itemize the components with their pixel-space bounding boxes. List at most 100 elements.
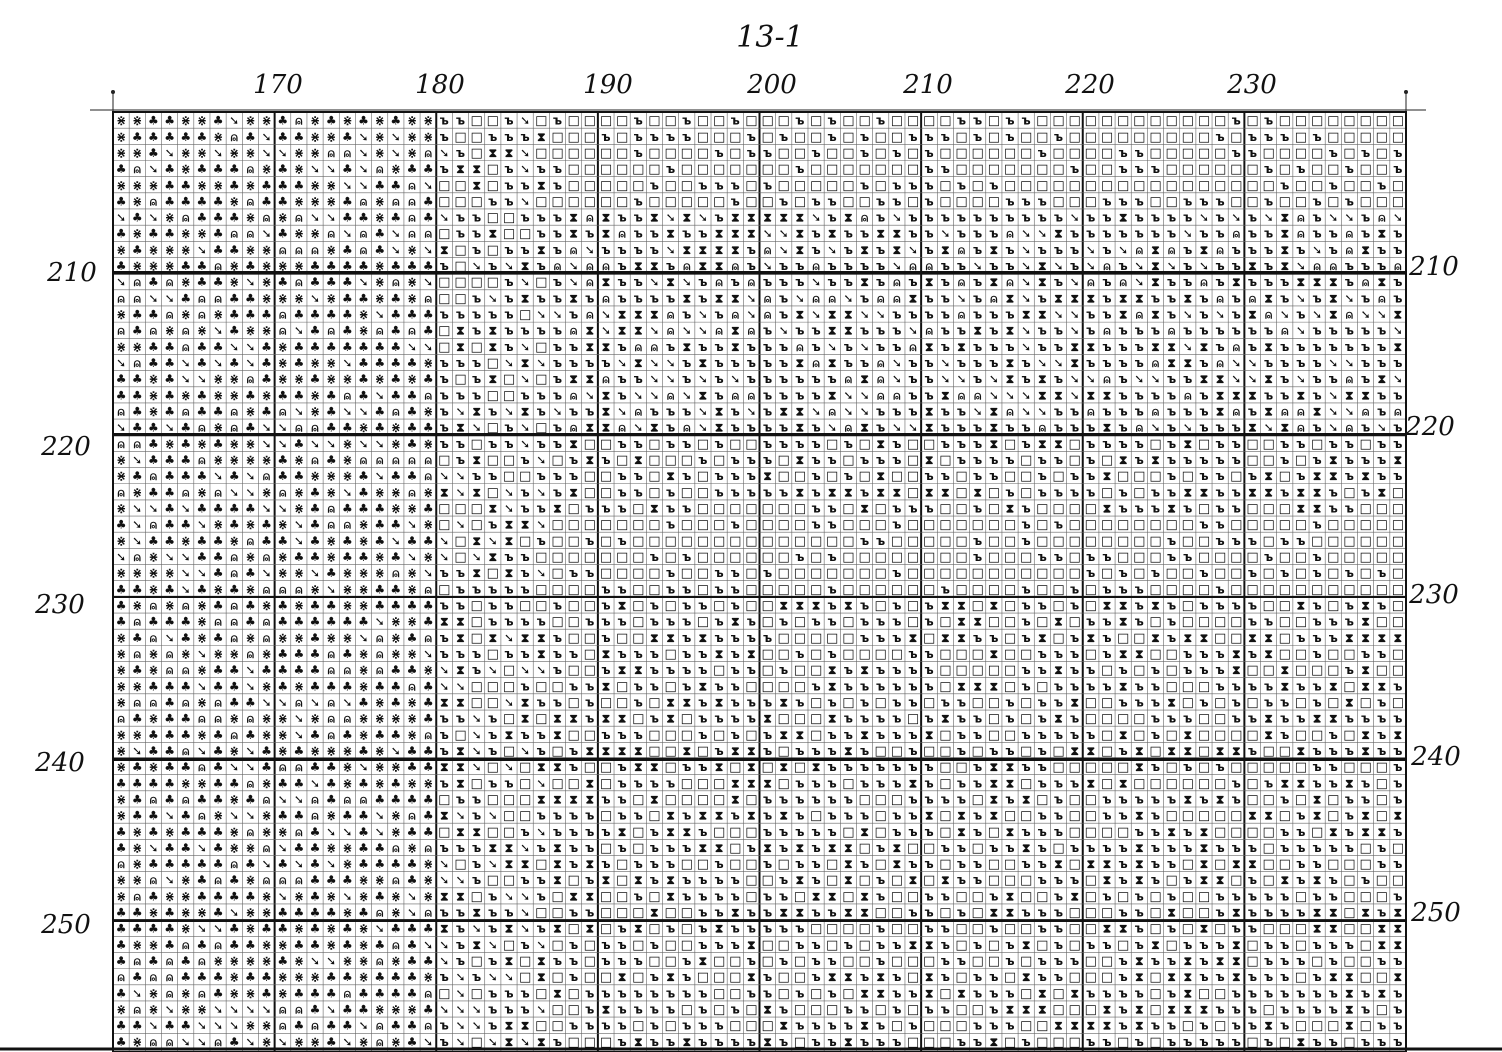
svg-text:⋇: ⋇	[294, 889, 304, 903]
svg-text:⋇: ⋇	[326, 534, 336, 548]
svg-text:⋇: ⋇	[229, 146, 239, 160]
svg-text:□: □	[1182, 615, 1194, 630]
svg-text:➘: ➘	[1070, 275, 1080, 289]
svg-text:ъ: ъ	[1361, 873, 1370, 887]
svg-text:□: □	[891, 130, 903, 145]
svg-text:□: □	[1311, 954, 1323, 969]
svg-text:□: □	[1198, 582, 1210, 597]
svg-text:♣: ♣	[390, 178, 401, 192]
svg-text:♣: ♣	[390, 663, 401, 677]
svg-text:⍝: ⍝	[231, 857, 238, 871]
svg-text:♣: ♣	[358, 615, 369, 629]
svg-text:□: □	[1101, 114, 1113, 129]
svg-text:□: □	[1376, 582, 1388, 597]
svg-text:ъ: ъ	[957, 873, 966, 887]
svg-text:ъ: ъ	[569, 1019, 578, 1033]
svg-text:⋇: ⋇	[261, 825, 271, 839]
svg-text:ъ: ъ	[747, 841, 756, 855]
svg-text:♣: ♣	[132, 421, 143, 435]
svg-text:ъ: ъ	[1151, 502, 1160, 516]
svg-text:ъ: ъ	[812, 502, 821, 516]
svg-text:□: □	[1165, 728, 1177, 743]
svg-text:□: □	[761, 873, 773, 888]
svg-text:⍝: ⍝	[150, 518, 157, 532]
svg-text:ъ: ъ	[1135, 162, 1144, 176]
svg-text:ъ: ъ	[1361, 453, 1370, 467]
svg-text:⋇: ⋇	[229, 275, 239, 289]
svg-text:➘: ➘	[245, 485, 255, 499]
svg-text:⧗: ⧗	[586, 857, 594, 871]
svg-text:ъ: ъ	[1280, 130, 1289, 144]
svg-text:⍝: ⍝	[231, 421, 238, 435]
svg-text:ъ: ъ	[779, 194, 788, 208]
svg-text:♣: ♣	[164, 453, 175, 467]
svg-text:ъ: ъ	[973, 243, 982, 257]
svg-text:➘: ➘	[520, 922, 530, 936]
svg-text:⧗: ⧗	[763, 1003, 771, 1017]
svg-text:ъ: ъ	[488, 599, 497, 613]
svg-text:ъ: ъ	[1102, 211, 1111, 225]
svg-text:♣: ♣	[245, 599, 256, 613]
svg-text:➘: ➘	[536, 825, 546, 839]
svg-text:ъ: ъ	[795, 776, 804, 790]
svg-text:ъ: ъ	[456, 388, 465, 402]
svg-text:⧗: ⧗	[1087, 340, 1095, 354]
svg-text:⍝: ⍝	[295, 275, 302, 289]
svg-text:⧗: ⧗	[909, 631, 917, 645]
svg-text:ъ: ъ	[812, 388, 821, 402]
svg-text:□: □	[1311, 178, 1323, 193]
svg-text:♣: ♣	[294, 437, 305, 451]
svg-text:♣: ♣	[358, 986, 369, 1000]
svg-text:⋇: ⋇	[391, 760, 401, 774]
svg-text:□: □	[713, 114, 725, 129]
svg-text:ъ: ъ	[908, 372, 917, 386]
svg-text:⋇: ⋇	[148, 712, 158, 726]
svg-text:⧗: ⧗	[602, 211, 610, 225]
svg-text:⧗: ⧗	[1264, 340, 1272, 354]
svg-text:□: □	[600, 776, 612, 791]
svg-text:⍝: ⍝	[408, 679, 415, 693]
svg-text:⍝: ⍝	[279, 243, 286, 257]
svg-text:⋇: ⋇	[148, 760, 158, 774]
svg-text:⍝: ⍝	[1346, 308, 1353, 322]
svg-text:⧗: ⧗	[1006, 372, 1014, 386]
svg-text:⧗: ⧗	[1184, 437, 1192, 451]
svg-text:➘: ➘	[504, 405, 514, 419]
svg-text:⋇: ⋇	[278, 712, 288, 726]
svg-text:ъ: ъ	[1086, 324, 1095, 338]
svg-text:⧗: ⧗	[521, 1019, 529, 1033]
svg-text:⍝: ⍝	[231, 405, 238, 419]
svg-text:□: □	[567, 162, 579, 177]
svg-text:➘: ➘	[649, 356, 659, 370]
svg-text:□: □	[584, 728, 596, 743]
svg-text:□: □	[842, 518, 854, 533]
svg-text:⍝: ⍝	[586, 275, 593, 289]
svg-text:ъ: ъ	[763, 792, 772, 806]
svg-text:□: □	[1246, 954, 1258, 969]
svg-text:ъ: ъ	[779, 792, 788, 806]
svg-text:□: □	[1311, 663, 1323, 678]
svg-text:⋇: ⋇	[116, 696, 126, 710]
svg-text:ъ: ъ	[763, 485, 772, 499]
svg-text:ъ: ъ	[779, 308, 788, 322]
svg-text:□: □	[648, 922, 660, 937]
svg-text:□: □	[988, 485, 1000, 500]
svg-text:⋇: ⋇	[116, 889, 126, 903]
svg-text:⧗: ⧗	[699, 809, 707, 823]
svg-text:ъ: ъ	[1054, 518, 1063, 532]
svg-text:⧗: ⧗	[925, 809, 933, 823]
svg-text:⍝: ⍝	[376, 647, 383, 661]
svg-text:□: □	[1295, 615, 1307, 630]
svg-text:ъ: ъ	[1135, 906, 1144, 920]
svg-text:□: □	[1085, 889, 1097, 904]
svg-text:ъ: ъ	[1070, 582, 1079, 596]
svg-text:ъ: ъ	[973, 1019, 982, 1033]
svg-text:♣: ♣	[261, 178, 272, 192]
svg-text:□: □	[632, 615, 644, 630]
svg-text:ъ: ъ	[1313, 324, 1322, 338]
svg-text:ъ: ъ	[666, 162, 675, 176]
svg-text:⧗: ⧗	[1248, 485, 1256, 499]
svg-text:⋇: ⋇	[132, 679, 142, 693]
svg-text:□: □	[972, 906, 984, 921]
svg-text:⋇: ⋇	[294, 146, 304, 160]
